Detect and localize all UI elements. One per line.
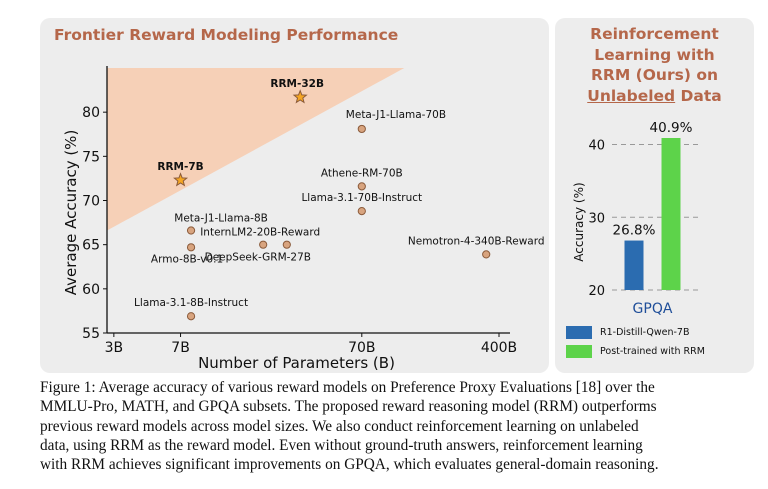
point-deepseek-grm-27b — [282, 240, 291, 249]
point-label-rrm-32b: RRM-32B — [270, 78, 324, 90]
y-tick-label: 80 — [82, 105, 100, 121]
x-tick-label: 400B — [481, 340, 517, 356]
point-label-meta-j1-llama-8b: Meta-J1-Llama-8B — [174, 213, 268, 225]
x-tick-label: 70B — [348, 340, 375, 356]
point-llama-3-1-8b-instruct — [186, 312, 196, 321]
caption-line-5: with RRM achieves significant improvemen… — [40, 456, 659, 474]
point-star-rrm-32b — [292, 89, 308, 104]
point-label-internlm2-20b-reward: InternLM2-20B-Reward — [200, 227, 320, 239]
bar-r1-distill-qwen-7b — [624, 240, 644, 290]
legend-swatch-rrm — [566, 345, 592, 358]
bar-y-tick-label: 30 — [588, 211, 605, 226]
bar-legend: R1-Distill-Qwen-7B Post-trained with RRM — [560, 323, 705, 361]
y-tick-label: 65 — [82, 238, 100, 254]
point-label-meta-j1-llama-70b: Meta-J1-Llama-70B — [346, 109, 446, 121]
caption-line-3: previous reward models across model size… — [40, 417, 639, 435]
scatter-title: Frontier Reward Modeling Performance — [54, 26, 399, 44]
point-label-deepseek-grm-27b: DeepSeek-GRM-27B — [205, 252, 311, 264]
legend-label-rrm: Post-trained with RRM — [600, 346, 705, 357]
bar-category-label: GPQA — [633, 301, 673, 317]
bar-value-label-r1-distill-qwen-7b: 26.8% — [613, 223, 656, 239]
point-armo-8b-v0-1 — [186, 243, 196, 252]
bar-title-underlined: Unlabeled — [587, 86, 676, 105]
bar-value-label-post-trained-with-rrm: 40.9% — [650, 120, 693, 136]
legend-item-rrm: Post-trained with RRM — [560, 342, 705, 361]
y-tick-label: 60 — [82, 282, 100, 298]
point-label-nemotron-4-340b-reward: Nemotron-4-340B-Reward — [408, 235, 545, 247]
x-tick-label: 7B — [171, 340, 190, 356]
highlight-region — [107, 68, 405, 231]
point-athene-rm-70b — [357, 182, 366, 191]
bar-panel: Reinforcement Learning with RRM (Ours) o… — [555, 18, 754, 373]
legend-label-r1: R1-Distill-Qwen-7B — [600, 327, 690, 338]
point-internlm2-20b-reward — [259, 240, 268, 249]
caption-line-4: data, using RRM as the reward model. Eve… — [40, 436, 643, 454]
caption-line-2: MMLU-Pro, MATH, and GPQA subsets. The pr… — [40, 398, 657, 416]
y-tick-label: 75 — [82, 149, 100, 165]
point-nemotron-4-340b-reward — [482, 250, 491, 259]
point-meta-j1-llama-8b — [186, 226, 196, 235]
bar-title-tail: Data — [675, 86, 722, 105]
point-label-llama-3-1-8b-instruct: Llama-3.1-8B-Instruct — [134, 297, 248, 309]
bar-title-line-3: RRM (Ours) on — [590, 66, 719, 84]
bar-y-tick-label: 20 — [588, 284, 605, 299]
bar-y-axis-label: Accuracy (%) — [572, 182, 586, 261]
bar-y-tick-label: 40 — [588, 139, 605, 154]
point-label-armo-8b-v0-1: Armo-8B-v0.1 — [151, 253, 223, 265]
caption-line-1: Figure 1: Average accuracy of various re… — [40, 379, 655, 396]
x-axis-label: Number of Parameters (B) — [198, 354, 395, 372]
y-tick-label: 70 — [82, 194, 100, 210]
legend-swatch-r1 — [566, 326, 592, 339]
point-meta-j1-llama-70b — [357, 124, 366, 134]
bar-panel-title: Reinforcement Learning with RRM (Ours) o… — [555, 24, 754, 106]
bar-title-line-4: Unlabeled Data — [555, 86, 754, 107]
legend-item-r1: R1-Distill-Qwen-7B — [560, 323, 705, 342]
bar-title-line-1: Reinforcement — [590, 25, 719, 43]
bar-post-trained-with-rrm — [661, 138, 681, 290]
point-label-llama-3-1-70b-instruct: Llama-3.1-70B-Instruct — [301, 192, 422, 204]
y-axis-label: Average Accuracy (%) — [62, 130, 80, 296]
x-tick-label: 3B — [105, 340, 124, 356]
point-llama-3-1-70b-instruct — [357, 207, 366, 216]
bar-title-line-2: Learning with — [594, 45, 715, 64]
point-label-rrm-7b: RRM-7B — [157, 161, 203, 173]
point-star-rrm-7b — [173, 172, 189, 187]
figure-caption: Figure 1: Average accuracy of various re… — [40, 378, 756, 474]
y-tick-label: 55 — [82, 326, 100, 342]
point-label-athene-rm-70b: Athene-RM-70B — [321, 167, 403, 179]
